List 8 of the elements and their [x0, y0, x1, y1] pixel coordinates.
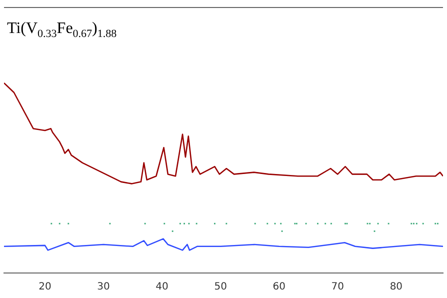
text: Ti(V$_{0.33}$Fe$_{0.67}$)$_{1.88}$ [7, 20, 117, 40]
x-tick-label: 30 [97, 282, 110, 293]
x-tick-label: 20 [38, 282, 52, 293]
x-tick-label: 70 [331, 282, 344, 293]
x-tick-label: 60 [272, 282, 286, 293]
x-tick-label: 40 [156, 282, 168, 293]
x-tick-label: 80 [390, 282, 403, 293]
x-tick-label: 50 [214, 282, 227, 293]
